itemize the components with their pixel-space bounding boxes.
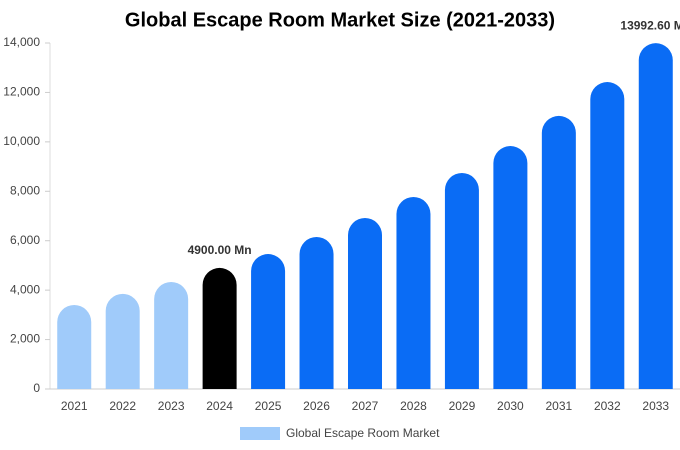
y-tick-label: 8,000 — [10, 183, 40, 197]
bar — [493, 146, 528, 389]
x-tick-label: 2024 — [206, 399, 233, 413]
x-tick-label: 2028 — [400, 399, 427, 413]
bar — [444, 172, 479, 389]
x-tick-label: 2022 — [109, 399, 136, 413]
y-tick-label: 6,000 — [10, 233, 40, 247]
x-tick-label: 2021 — [61, 399, 88, 413]
x-tick-label: 2031 — [545, 399, 572, 413]
x-tick-label: 2030 — [497, 399, 524, 413]
x-tick-label: 2033 — [642, 399, 669, 413]
bar — [105, 293, 140, 389]
bar — [348, 217, 382, 389]
bar — [202, 267, 237, 389]
legend-label: Global Escape Room Market — [286, 426, 440, 440]
bar — [638, 43, 673, 389]
chart-title: Global Escape Room Market Size (2021-203… — [125, 9, 555, 31]
value-label: 4900.00 Mn — [188, 243, 252, 257]
x-tick-label: 2025 — [255, 399, 282, 413]
y-tick-label: 14,000 — [3, 35, 40, 49]
bar — [299, 237, 334, 389]
value-label: 13992.60 Mn — [620, 18, 680, 32]
x-tick-label: 2023 — [158, 399, 185, 413]
y-tick-label: 4,000 — [10, 282, 40, 296]
legend-swatch — [240, 427, 280, 440]
x-tick-label: 2032 — [594, 399, 621, 413]
bar — [541, 115, 576, 389]
x-tick-label: 2026 — [303, 399, 330, 413]
bar — [590, 82, 625, 389]
bar — [251, 254, 286, 389]
bar — [154, 281, 189, 389]
bar — [57, 304, 92, 389]
x-tick-label: 2027 — [352, 399, 379, 413]
bar — [396, 196, 431, 389]
y-tick-label: 10,000 — [3, 134, 40, 148]
x-tick-label: 2029 — [449, 399, 476, 413]
y-tick-label: 0 — [33, 381, 40, 395]
y-tick-label: 2,000 — [10, 332, 40, 346]
y-tick-label: 12,000 — [3, 85, 40, 99]
